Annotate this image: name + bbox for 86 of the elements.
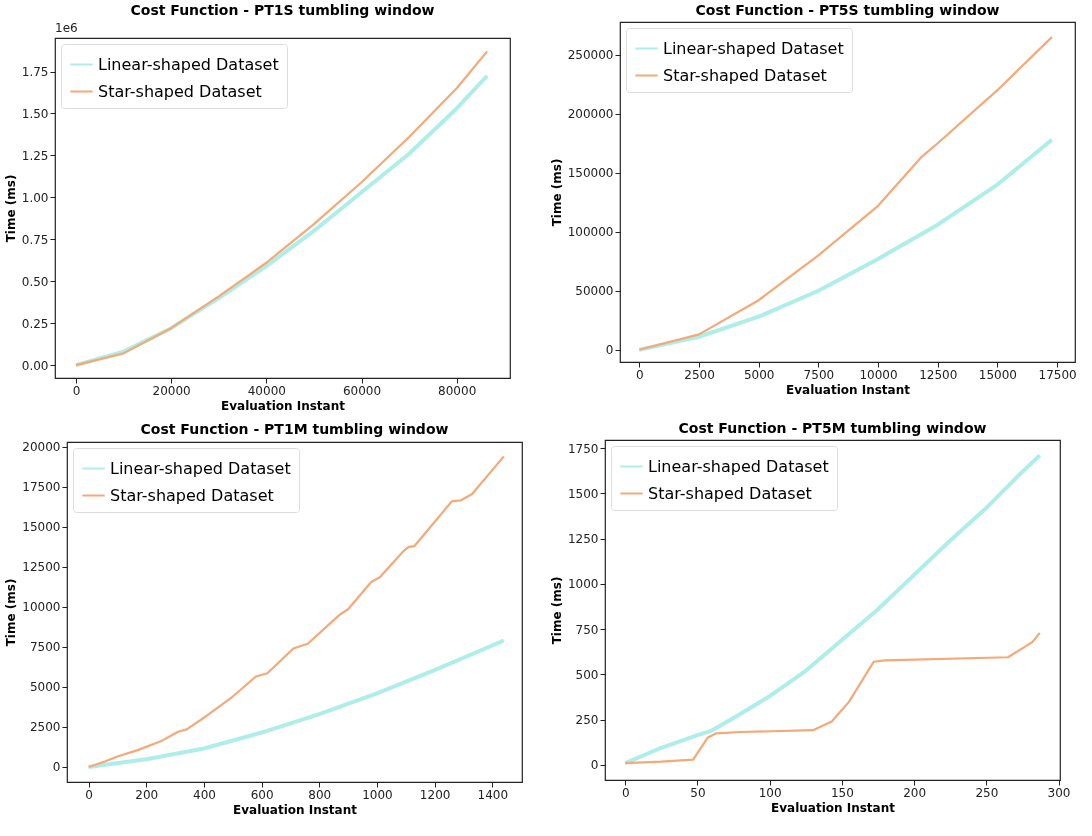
x-tick-label: 0 [621,785,630,800]
y-tick-label: 1.50 [21,106,49,121]
x-tick-label: 50 [690,785,706,800]
line-series [623,453,1042,766]
text: 1e6 [55,21,78,35]
legend-label: Star-shaped Dataset [98,81,262,101]
y-tick-label: 1500 [567,486,599,501]
x-tick-label: 60000 [342,383,382,398]
y-tick-label: 0 [605,343,614,358]
x-tick-label: 1000 [362,787,393,802]
y-tick-label: 750 [575,622,599,637]
y-tick-label: 150000 [567,166,614,181]
x-tick-label: 200 [903,785,927,800]
x-tick-label: 0 [72,383,81,398]
legend-label: Star-shaped Dataset [110,485,274,505]
x-tick-label: 400 [193,787,216,802]
x-tick-label: 200 [135,787,159,802]
chart-title: Cost Function - PT5M tumbling window [678,420,987,436]
x-axis-title: Evaluation Instant [221,398,346,413]
x-tick-label: 0 [85,787,93,802]
x-tick-label: 40000 [247,383,286,398]
y-tick-label: 1.75 [21,65,49,80]
x-axis-title: Evaluation Instant [771,800,896,815]
x-tick-label: 17500 [1038,367,1077,382]
x-tick-label: 2500 [684,367,715,382]
line-series [638,36,1053,351]
line-series [86,638,506,769]
y-tick-label: 12500 [22,560,61,575]
x-tick-label: 7500 [803,367,835,382]
y-tick-label: 100000 [567,225,614,240]
y-axis-title: Time (ms) [3,174,18,243]
legend-label: Linear-shaped Dataset [663,38,844,58]
x-axis-title: Evaluation Instant [786,382,911,397]
y-tick-label: 7500 [29,640,61,655]
y-tick-label: 20000 [22,440,61,455]
y-tick-label: 250 [575,713,599,728]
x-tick-label: 0 [636,367,644,382]
x-tick-label: 250 [975,785,999,800]
x-tick-label: 300 [1047,785,1071,800]
x-tick-label: 20000 [152,383,191,398]
x-tick-label: 10000 [859,367,898,382]
legend-label: Linear-shaped Dataset [648,456,829,476]
y-tick-label: 50000 [575,284,614,299]
y-tick-label: 10000 [22,600,61,615]
legend-label: Linear-shaped Dataset [110,458,291,478]
y-axis-title: Time (ms) [4,578,19,647]
x-tick-label: 80000 [438,383,477,398]
y-tick-label: 0.25 [21,316,49,331]
y-tick-label: 1750 [567,441,599,456]
x-axis-title: Evaluation Instant [233,802,358,817]
x-tick-label: 100 [758,785,782,800]
y-tick-label: 0 [590,758,599,773]
x-tick-label: 1400 [477,787,509,802]
x-tick-label: 800 [308,787,332,802]
y-tick-label: 0.75 [21,232,49,247]
line-series [624,631,1041,765]
legend-label: Star-shaped Dataset [648,483,812,503]
x-tick-label: 15000 [978,367,1018,382]
y-tick-label: 5000 [29,680,61,695]
y-tick-label: 200000 [567,107,614,122]
y-tick-label: 0.50 [21,274,49,289]
y-tick-label: 1250 [567,532,599,547]
legend-label: Star-shaped Dataset [663,65,827,85]
y-tick-label: 2500 [29,720,61,735]
y-tick-label: 1.25 [21,148,49,163]
y-tick-label: 250000 [567,48,614,63]
line-series [637,137,1054,352]
x-tick-label: 150 [830,785,854,800]
y-tick-label: 0 [52,760,61,775]
y-tick-label: 15000 [22,520,61,535]
y-tick-label: 1.00 [21,190,49,205]
y-axis-title: Time (ms) [549,576,564,645]
y-tick-label: 0.00 [21,358,49,373]
x-tick-label: 5000 [743,367,775,382]
legend-label: Linear-shaped Dataset [98,54,279,74]
y-tick-label: 17500 [22,480,61,495]
chart-title: Cost Function - PT1M tumbling window [140,420,449,437]
y-tick-label: 1000 [567,577,599,592]
x-tick-label: 600 [250,787,274,802]
x-tick-label: 12500 [919,367,958,382]
chart-title: Cost Function - PT1S tumbling window [130,2,435,18]
y-tick-label: 500 [575,667,599,682]
x-tick-label: 1200 [419,787,451,802]
chart-title: Cost Function - PT5S tumbling window [695,2,1000,18]
y-axis-title: Time (ms) [549,158,564,227]
line-series [87,455,505,769]
